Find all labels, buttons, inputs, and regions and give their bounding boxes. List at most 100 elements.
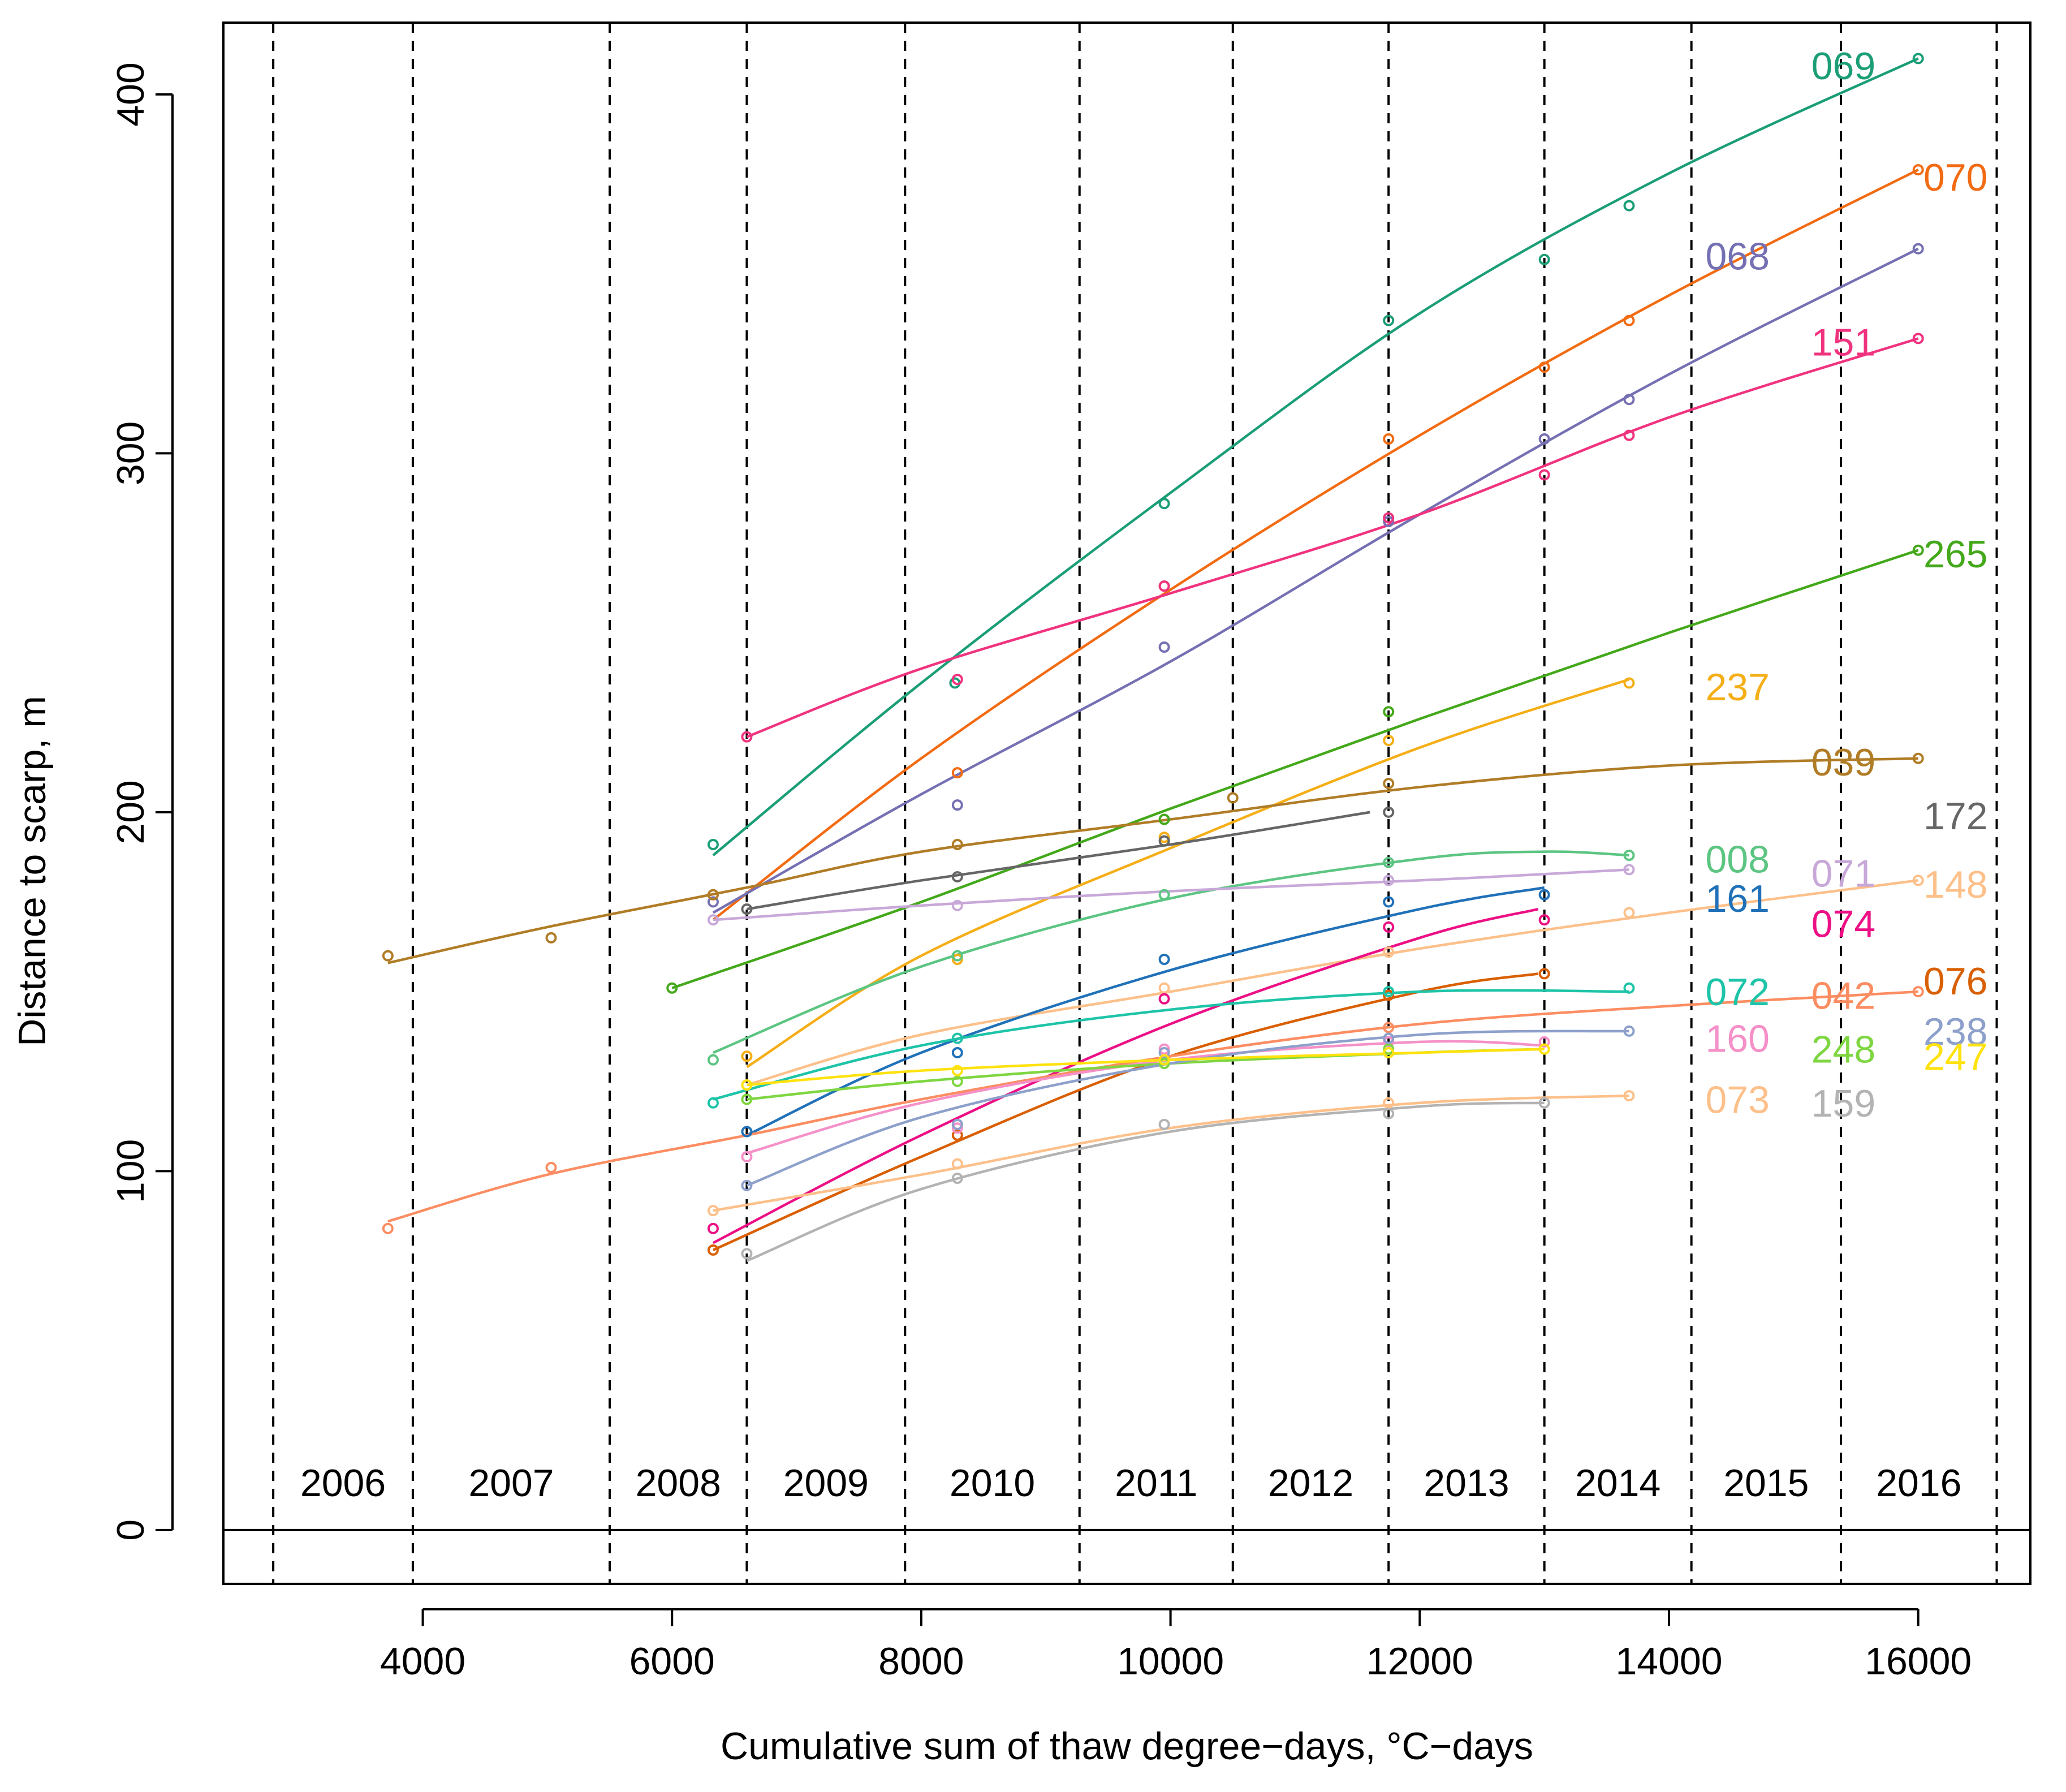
point-039 [951, 838, 963, 850]
curve-074 [712, 907, 1539, 1244]
point-151 [1623, 429, 1635, 441]
point-072 [1383, 986, 1395, 998]
point-076 [1383, 989, 1395, 1001]
point-070 [951, 767, 963, 779]
point-161 [1158, 954, 1170, 965]
year-label-2010: 2010 [950, 1462, 1035, 1505]
point-008 [1623, 850, 1635, 861]
point-068 [1158, 641, 1170, 653]
series-label-160: 160 [1705, 1018, 1769, 1061]
point-160 [741, 1151, 753, 1162]
point-172 [1383, 806, 1395, 818]
x-axis: 4000 6000 8000 10000 12000 14000 16000 [380, 1608, 1972, 1683]
x-tick-label: 12000 [1366, 1640, 1473, 1683]
x-tick-label: 14000 [1615, 1640, 1722, 1683]
point-237 [1383, 734, 1395, 746]
point-069 [1383, 315, 1395, 326]
plot-frame [222, 21, 2032, 1585]
year-label-2015: 2015 [1723, 1462, 1809, 1505]
series-label-008: 008 [1705, 838, 1769, 881]
point-160 [1158, 1043, 1170, 1055]
point-248 [1383, 1043, 1395, 1055]
year-label-2007: 2007 [468, 1462, 554, 1505]
point-148 [1158, 982, 1170, 994]
point-074 [1158, 993, 1170, 1005]
point-248 [1158, 1058, 1170, 1069]
series-label-069: 069 [1811, 45, 1875, 88]
series-label-073: 073 [1705, 1078, 1769, 1121]
point-247 [1158, 1054, 1170, 1066]
point-148 [1623, 907, 1635, 919]
point-068 [707, 896, 719, 908]
curve-238 [746, 1029, 1629, 1187]
point-265 [666, 982, 678, 994]
curve-172 [747, 811, 1370, 911]
series-label-148: 148 [1923, 863, 1987, 906]
curve-070 [712, 169, 1919, 921]
series-label-070: 070 [1923, 156, 1987, 199]
x-tick-label: 10000 [1117, 1640, 1224, 1683]
point-265 [1383, 706, 1395, 718]
point-151 [1912, 333, 1924, 344]
x-tick-label: 4000 [380, 1640, 465, 1683]
curve-265 [671, 549, 1919, 989]
point-172 [741, 903, 753, 915]
point-160 [1383, 1036, 1395, 1048]
curve-161 [746, 886, 1545, 1136]
curve-072 [713, 989, 1629, 1101]
point-247 [741, 1079, 753, 1091]
point-148 [1383, 946, 1395, 958]
curve-159 [746, 1101, 1545, 1263]
point-071 [1383, 875, 1395, 886]
series-label-076: 076 [1923, 960, 1987, 1003]
point-151 [1538, 469, 1550, 481]
point-072 [707, 1097, 719, 1109]
point-039 [707, 889, 719, 901]
point-160 [1538, 1036, 1550, 1048]
curve-237 [746, 678, 1630, 1069]
point-068 [1912, 243, 1924, 255]
point-070 [1538, 361, 1550, 373]
curve-071 [713, 868, 1629, 921]
point-248 [741, 1093, 753, 1105]
year-label-2013: 2013 [1424, 1462, 1509, 1505]
year-label-2014: 2014 [1575, 1462, 1660, 1505]
point-151 [1383, 512, 1395, 524]
point-159 [951, 1173, 963, 1184]
point-069 [1623, 200, 1635, 212]
year-label-2006: 2006 [300, 1462, 386, 1505]
curve-069 [712, 57, 1919, 856]
y-tick-label: 400 [109, 62, 152, 126]
point-238 [1383, 1032, 1395, 1044]
y-axis: 0 100 200 300 400 [109, 62, 174, 1541]
point-247 [1538, 1043, 1550, 1055]
point-151 [1158, 580, 1170, 592]
point-161 [951, 1046, 963, 1058]
point-073 [1383, 1097, 1395, 1109]
point-073 [951, 1158, 963, 1170]
point-070 [1383, 433, 1395, 445]
series-label-248: 248 [1811, 1028, 1875, 1071]
point-076 [707, 1244, 719, 1256]
series-label-159: 159 [1811, 1082, 1875, 1125]
point-071 [951, 899, 963, 911]
year-label-2009: 2009 [783, 1462, 869, 1505]
series-label-265: 265 [1923, 533, 1987, 576]
y-tick-label: 300 [109, 421, 152, 485]
point-069 [1912, 53, 1924, 64]
year-label-2016: 2016 [1876, 1462, 1961, 1505]
y-tick-label: 100 [109, 1139, 152, 1203]
point-073 [707, 1205, 719, 1217]
point-042 [382, 1222, 394, 1234]
series-label-042: 042 [1811, 974, 1875, 1017]
point-068 [1538, 433, 1550, 445]
series-label-072: 072 [1705, 971, 1769, 1014]
point-039 [1912, 752, 1924, 764]
year-label-2012: 2012 [1268, 1462, 1353, 1505]
point-039 [1227, 792, 1239, 804]
curve-151 [746, 337, 1919, 738]
point-237 [1623, 677, 1635, 689]
point-072 [1623, 982, 1635, 994]
